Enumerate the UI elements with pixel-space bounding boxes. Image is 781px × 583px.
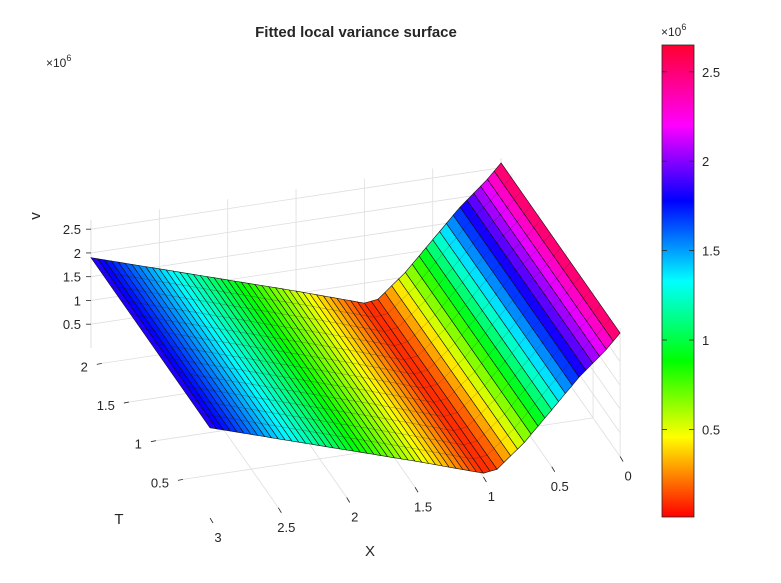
x-tick-label: 1 [488, 489, 495, 504]
y-tick-label: 1 [135, 437, 142, 452]
x-tick-label: 0.5 [551, 479, 569, 494]
x-tick [209, 517, 214, 524]
grid-line [90, 214, 502, 278]
colorbar-exponent-label: ×106 [661, 22, 686, 39]
variance-surface [90, 162, 621, 474]
z-axis-label: v [27, 212, 44, 220]
x-tick [346, 497, 351, 503]
surface-mesh-line [180, 290, 591, 431]
y-tick [123, 401, 129, 404]
colorbar-tick-label: 2 [702, 154, 709, 169]
surface-mesh-line [200, 318, 611, 460]
surface-mesh-line [190, 304, 601, 446]
x-tick [278, 507, 282, 513]
x-tick [483, 476, 487, 483]
colorbar-tick-label: 1 [702, 333, 709, 348]
z-tick-label: 1 [74, 293, 81, 308]
surface-mesh-line [100, 176, 512, 318]
y-tick-label: 0.5 [151, 475, 169, 490]
z-exponent-label: ×106 [46, 53, 71, 70]
grid-line [90, 167, 502, 230]
x-axis-label: X [365, 543, 375, 560]
colorbar-ticks: 0.5 1 1.5 2 2.5 [662, 65, 720, 437]
z-tick-label: 1.5 [63, 270, 81, 285]
y-tick-label: 1.5 [97, 398, 115, 413]
x-tick-label: 0 [624, 469, 631, 484]
grid-line [90, 191, 502, 254]
surface-mesh-line [160, 261, 571, 403]
y-axis-label: T [114, 511, 123, 528]
x-tick-label: 3 [214, 530, 221, 545]
x-tick [551, 466, 556, 472]
z-tick-label: 0.5 [63, 317, 81, 332]
y-tick [96, 363, 102, 365]
y-tick [177, 478, 184, 481]
x-tick-label: 2 [351, 510, 358, 525]
chart-title: Fitted local variance surface [255, 24, 457, 41]
y-tick [150, 440, 156, 443]
colorbar-gradient [661, 44, 695, 518]
x-tick [414, 487, 419, 493]
z-tick-label: 2 [74, 246, 81, 261]
z-tick-label: 2.5 [63, 222, 81, 237]
surface-mesh-line [130, 219, 541, 360]
surface-mesh-line [170, 276, 581, 417]
colorbar: 0.5 1 1.5 2 2.5 ×106 [661, 22, 720, 518]
x-tick-label: 1.5 [414, 499, 432, 514]
surface-mesh-line [140, 233, 551, 375]
colorbar-tick-label: 1.5 [702, 244, 720, 259]
surface-mesh-line [150, 247, 561, 389]
surface-mesh-line [110, 191, 522, 332]
axes-ticks: 0 0.5 1 1.5 2 2.5 3 0.5 1 1.5 2 0.5 1 1.5 2 2.5 [63, 222, 632, 545]
x-tick [619, 456, 624, 462]
x-tick-label: 2.5 [277, 520, 295, 535]
y-tick-label: 2 [81, 359, 88, 374]
colorbar-tick-label: 2.5 [702, 65, 720, 80]
colorbar-tick-label: 0.5 [702, 422, 720, 437]
surface-mesh-line [120, 205, 531, 346]
